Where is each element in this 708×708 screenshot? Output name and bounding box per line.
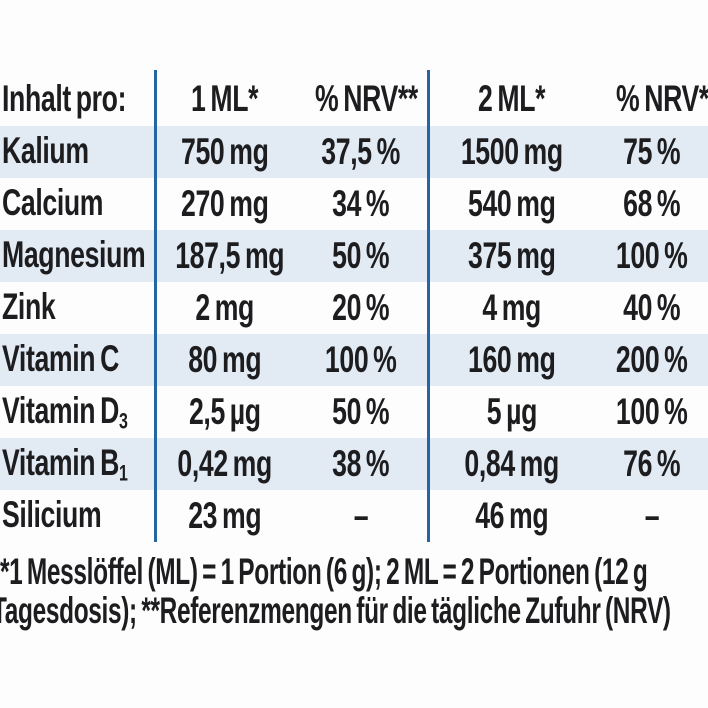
table-body: Kalium 750 mg 37,5 % 1500 mg 75 % Calciu… [0, 126, 708, 542]
header-2ml: 2 ML* [477, 78, 546, 119]
value-2ml: 5 µg [486, 391, 537, 432]
nutrient-name: Magnesium [2, 233, 146, 275]
value-1ml: 2 mg [195, 287, 254, 328]
value-2ml: 4 mg [482, 287, 541, 328]
header-content-per: Inhalt pro: [2, 78, 127, 119]
nrv-1ml: 34 % [332, 183, 390, 224]
value-1ml: 187,5 mg [175, 235, 285, 276]
value-1ml: 750 mg [180, 131, 269, 172]
value-2ml: 540 mg [467, 183, 556, 224]
nrv-1ml: 38 % [332, 443, 390, 484]
nrv-1ml: 20 % [332, 287, 390, 328]
nrv-2ml: 75 % [623, 131, 681, 172]
nrv-2ml: 100 % [616, 235, 688, 276]
nrv-1ml: 100 % [325, 339, 397, 380]
nutrient-name: Zink [2, 285, 56, 327]
nrv-2ml: 40 % [623, 287, 681, 328]
nrv-1ml: – [353, 495, 369, 536]
footnote: *1 Messlöffel (ML) = 1 Portion (6 g); 2 … [0, 552, 708, 630]
nrv-1ml: 50 % [332, 235, 390, 276]
table-row-vitamin-c: Vitamin C 80 mg 100 % 160 mg 200 % [0, 334, 708, 386]
value-1ml: 0,42 mg [177, 443, 272, 484]
header-nrv-2ml: % NRV** [616, 78, 708, 119]
table-header-row: Inhalt pro: 1 ML* % NRV** 2 ML* % NRV** [0, 70, 708, 126]
nutrient-name: Vitamin D3 [2, 389, 128, 434]
value-2ml: 0,84 mg [464, 443, 559, 484]
value-2ml: 46 mg [474, 495, 549, 536]
nutrient-name: Silicium [2, 493, 102, 535]
column-divider-right [427, 70, 430, 542]
value-2ml: 1500 mg [460, 131, 563, 172]
value-1ml: 23 mg [187, 495, 262, 536]
nutrient-name: Vitamin B1 [2, 441, 128, 486]
nrv-2ml: 100 % [616, 391, 688, 432]
nutrient-name: Vitamin C [2, 337, 119, 379]
nrv-2ml: 200 % [616, 339, 688, 380]
table-row-silicium: Silicium 23 mg – 46 mg – [0, 490, 708, 542]
nrv-2ml: 68 % [623, 183, 681, 224]
table-row-magnesium: Magnesium 187,5 mg 50 % 375 mg 100 % [0, 230, 708, 282]
header-nrv-1ml: % NRV** [315, 78, 418, 119]
value-1ml: 2,5 µg [188, 391, 261, 432]
header-1ml: 1 ML* [190, 78, 259, 119]
nrv-2ml: 76 % [623, 443, 681, 484]
footnote-line-1: *1 Messlöffel (ML) = 1 Portion (6 g); 2 … [0, 551, 648, 592]
nutrient-name: Kalium [2, 129, 89, 171]
nutrition-table: Inhalt pro: 1 ML* % NRV** 2 ML* % NRV** … [0, 70, 708, 542]
table-row-zink: Zink 2 mg 20 % 4 mg 40 % [0, 282, 708, 334]
value-1ml: 270 mg [180, 183, 269, 224]
nrv-2ml: – [644, 495, 660, 536]
footnote-line-2: Tagesdosis); **Referenzmengen für die tä… [0, 590, 671, 631]
nutrient-name: Calcium [2, 181, 104, 223]
table-row-calcium: Calcium 270 mg 34 % 540 mg 68 % [0, 178, 708, 230]
column-divider-left [154, 70, 157, 542]
value-2ml: 160 mg [467, 339, 556, 380]
value-1ml: 80 mg [187, 339, 262, 380]
nrv-1ml: 37,5 % [321, 131, 401, 172]
table-row-vitamin-b1: Vitamin B1 0,42 mg 38 % 0,84 mg 76 % [0, 438, 708, 490]
nrv-1ml: 50 % [332, 391, 390, 432]
table-row-kalium: Kalium 750 mg 37,5 % 1500 mg 75 % [0, 126, 708, 178]
value-2ml: 375 mg [467, 235, 556, 276]
table-row-vitamin-d3: Vitamin D3 2,5 µg 50 % 5 µg 100 % [0, 386, 708, 438]
